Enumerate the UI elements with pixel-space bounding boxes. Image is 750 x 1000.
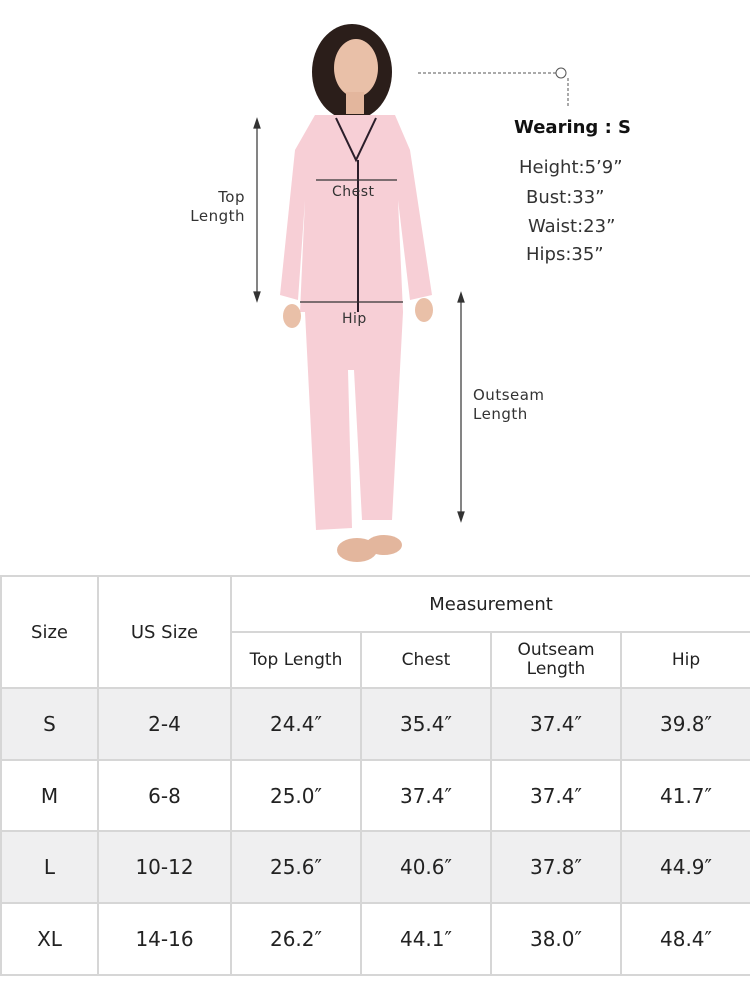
table-row: S 2-4 24.4″ 35.4″ 37.4″ 39.8″ xyxy=(0,687,750,761)
size-cell: L xyxy=(0,830,99,904)
pajama-pants xyxy=(305,312,403,530)
size-cell: S xyxy=(0,687,99,761)
hip-cell: 44.9″ xyxy=(619,830,750,904)
model-bust: Bust:33” xyxy=(526,187,605,208)
top-length-label: Top Length xyxy=(190,188,245,225)
hip-cell: 39.8″ xyxy=(619,687,750,761)
header-hip: Hip xyxy=(619,631,750,689)
face xyxy=(334,39,378,97)
outseam-cell: 38.0″ xyxy=(490,902,622,976)
us-size-cell: 14-16 xyxy=(97,902,232,976)
hip-cell: 48.4″ xyxy=(619,902,750,976)
header-size: Size xyxy=(0,575,99,689)
chest-label: Chest xyxy=(332,184,375,200)
us-size-cell: 2-4 xyxy=(97,687,232,761)
pajama-top xyxy=(280,115,432,312)
header-chest: Chest xyxy=(360,631,492,689)
model-waist: Waist:23” xyxy=(528,216,616,237)
model-figure xyxy=(253,24,569,562)
chest-cell: 37.4″ xyxy=(360,759,492,832)
header-outseam-length: Outseam Length xyxy=(490,631,622,689)
table-row: L 10-12 25.6″ 40.6″ 37.8″ 44.9″ xyxy=(0,830,750,904)
model-hips: Hips:35” xyxy=(526,244,604,265)
size-chart-table: Size US Size Measurement Top Length Ches… xyxy=(0,575,750,976)
size-cell: M xyxy=(0,759,99,832)
us-size-cell: 6-8 xyxy=(97,759,232,832)
top-length-cell: 25.6″ xyxy=(230,830,362,904)
outseam-cell: 37.4″ xyxy=(490,759,622,832)
outseam-length-label: Outseam Length xyxy=(473,386,545,423)
outseam-cell: 37.8″ xyxy=(490,830,622,904)
hip-cell: 41.7″ xyxy=(619,759,750,832)
top-length-cell: 26.2″ xyxy=(230,902,362,976)
table-row: M 6-8 25.0″ 37.4″ 37.4″ 41.7″ xyxy=(0,759,750,832)
table-row: XL 14-16 26.2″ 44.1″ 38.0″ 48.4″ xyxy=(0,902,750,976)
chest-cell: 40.6″ xyxy=(360,830,492,904)
wearing-size: Wearing : S xyxy=(514,117,632,138)
top-length-cell: 24.4″ xyxy=(230,687,362,761)
model-height: Height:5’9” xyxy=(519,157,623,178)
header-us-size: US Size xyxy=(97,575,232,689)
hip-label: Hip xyxy=(342,311,367,327)
outseam-cell: 37.4″ xyxy=(490,687,622,761)
header-measurement: Measurement xyxy=(229,575,750,633)
chest-cell: 44.1″ xyxy=(360,902,492,976)
us-size-cell: 10-12 xyxy=(97,830,232,904)
size-cell: XL xyxy=(0,902,99,976)
chest-cell: 35.4″ xyxy=(360,687,492,761)
top-length-cell: 25.0″ xyxy=(230,759,362,832)
header-top-length: Top Length xyxy=(230,631,362,689)
